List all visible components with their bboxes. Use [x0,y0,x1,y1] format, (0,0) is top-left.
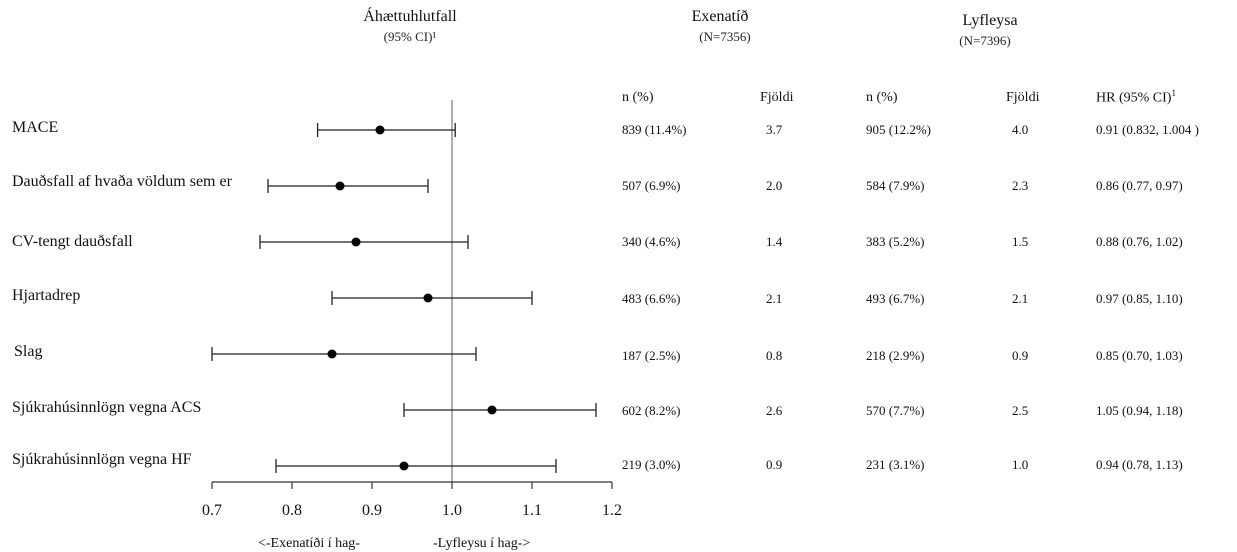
col-header-hr-ci-superscript: 1 [1171,88,1176,98]
placebo-n-pct: 584 (7.9%) [866,178,925,193]
favours-exenatide-label: <-Exenatíði í hag- [258,536,360,551]
row-label: Slag [14,343,43,360]
row-label: CV-tengt dauðsfall [12,233,133,250]
hr-point [351,237,361,247]
hr-point [327,349,337,359]
placebo-rate: 2.3 [1012,178,1029,193]
exenatide-rate: 2.6 [766,403,783,418]
col-header-hr-ci-text: HR (95% CI) [1096,90,1172,106]
hr-ci-value: 1.05 (0.94, 1.18) [1096,403,1183,418]
placebo-rate: 1.5 [1012,234,1029,249]
hr-column-title: Áhættuhlutfall [363,8,457,25]
placebo-n-pct: 905 (12.2%) [866,122,931,137]
placebo-n-pct: 218 (2.9%) [866,348,925,363]
x-tick-label: 1.2 [602,502,622,519]
hr-point [487,405,497,415]
exenatide-rate: 2.0 [766,178,783,193]
placebo-rate: 1.0 [1012,457,1029,472]
hr-point [399,461,409,471]
hr-ci-value: 0.86 (0.77, 0.97) [1096,178,1183,193]
exenatide-group-title: Exenatíð [691,8,749,25]
placebo-n-pct: 493 (6.7%) [866,291,925,306]
exenatide-rate: 0.8 [766,348,783,363]
placebo-n-pct: 383 (5.2%) [866,234,925,249]
hr-ci-value: 0.97 (0.85, 1.10) [1096,291,1183,306]
placebo-group-n: (N=7396) [959,33,1011,48]
hr-ci-value: 0.88 (0.76, 1.02) [1096,234,1183,249]
exenatide-n-pct: 507 (6.9%) [622,178,681,193]
row-label: MACE [12,119,59,136]
exenatide-n-pct: 483 (6.6%) [622,291,681,306]
x-tick-label: 0.8 [282,502,302,519]
exenatide-n-pct: 187 (2.5%) [622,348,681,363]
hr-column-subtitle: (95% CI)¹ [383,29,437,44]
col-header-n-pct-exenatide: n (%) [622,90,654,105]
exenatide-n-pct: 602 (8.2%) [622,403,681,418]
hr-point [423,293,433,303]
hr-ci-value: 0.94 (0.78, 1.13) [1096,457,1183,472]
exenatide-n-pct: 219 (3.0%) [622,457,681,472]
col-header-rate-placebo: Fjöldi [1006,90,1040,105]
placebo-rate: 2.5 [1012,403,1029,418]
col-header-hr-ci: HR (95% CI)1 [1096,88,1176,107]
x-tick-label: 1.0 [442,502,462,519]
hr-point [375,125,385,135]
placebo-n-pct: 231 (3.1%) [866,457,925,472]
placebo-group-title: Lyfleysa [962,12,1018,29]
row-label: Sjúkrahúsinnlögn vegna HF [12,451,192,468]
col-header-n-pct-placebo: n (%) [866,90,898,105]
exenatide-rate: 2.1 [766,291,783,306]
exenatide-n-pct: 340 (4.6%) [622,234,681,249]
exenatide-rate: 3.7 [766,122,783,137]
hr-ci-value: 0.91 (0.832, 1.004 ) [1096,122,1199,137]
placebo-n-pct: 570 (7.7%) [866,403,925,418]
exenatide-rate: 0.9 [766,457,783,472]
row-label: Dauðsfall af hvaða völdum sem er [12,173,232,190]
x-tick-label: 0.9 [362,502,382,519]
exenatide-group-n: (N=7356) [699,29,751,44]
hr-ci-value: 0.85 (0.70, 1.03) [1096,348,1183,363]
row-label: Sjúkrahúsinnlögn vegna ACS [12,399,202,416]
placebo-rate: 2.1 [1012,291,1029,306]
placebo-rate: 0.9 [1012,348,1029,363]
col-header-rate-exenatide: Fjöldi [760,90,794,105]
row-label: Hjartadrep [12,287,81,304]
placebo-rate: 4.0 [1012,122,1029,137]
favours-placebo-label: -Lyfleysu í hag-> [433,536,531,551]
hr-point [335,181,345,191]
exenatide-n-pct: 839 (11.4%) [622,122,687,137]
x-tick-label: 0.7 [202,502,222,519]
exenatide-rate: 1.4 [766,234,783,249]
x-tick-label: 1.1 [522,502,542,519]
